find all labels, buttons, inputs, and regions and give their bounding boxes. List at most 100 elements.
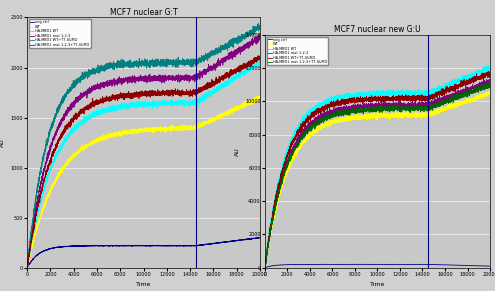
WT: [487, 91, 493, 94]
HA-MBD1 WT+T7-SUMO: [255, 22, 261, 25]
HA-MBD1 mut 1-2-3+T7-SUMO: [255, 54, 261, 57]
HA-MBD1 WT+T7-SUMO: [487, 73, 493, 76]
WT: [64, 160, 70, 164]
WT: [124, 128, 130, 132]
HA-MBD1 mut 1-2-3+T7-SUMO: [301, 136, 307, 140]
HA-MBD1 WT+T7-SUMO: [124, 62, 130, 66]
HA-MBD1 mut 1-2-3: [252, 37, 258, 41]
HA-MBD1 WT+T7-SUMO: [348, 99, 354, 103]
WT: [252, 100, 258, 103]
Y-axis label: AU: AU: [0, 138, 5, 147]
neg ctrl: [326, 262, 332, 266]
neg ctrl: [348, 263, 354, 266]
HA-MBD1 WT: [288, 141, 294, 145]
HA-MBD1 mut 1-2-3: [348, 108, 354, 111]
HA-MBD1 mut 1-2-3+T7-SUMO: [458, 95, 464, 99]
Line: HA-MBD1 mut 1-2-3: HA-MBD1 mut 1-2-3: [27, 34, 260, 269]
WT: [255, 94, 261, 98]
Line: HA-MBD1 mut 1-2-3+T7-SUMO: HA-MBD1 mut 1-2-3+T7-SUMO: [27, 56, 260, 268]
HA-MBD1 mut 1-2-3: [124, 79, 130, 82]
HA-MBD1 mut 1-2-3: [483, 82, 489, 85]
HA-MBD1 WT: [262, 267, 268, 270]
WT: [262, 265, 268, 269]
neg ctrl: [51, 246, 57, 250]
neg ctrl: [256, 236, 262, 239]
HA-MBD1 mut 1-2-3+T7-SUMO: [64, 124, 70, 128]
HA-MBD1 WT+T7-SUMO: [485, 70, 491, 73]
Line: HA-MBD1 mut 1-2-3: HA-MBD1 mut 1-2-3: [265, 79, 490, 269]
HA-MBD1 WT+T7-SUMO: [227, 40, 233, 43]
HA-MBD1 WT: [487, 67, 493, 71]
X-axis label: Time: Time: [136, 283, 151, 288]
HA-MBD1 mut 1-2-3: [24, 265, 30, 268]
neg ctrl: [458, 264, 464, 267]
HA-MBD1 WT+T7-SUMO: [358, 100, 364, 103]
HA-MBD1 WT: [51, 159, 57, 163]
neg ctrl: [487, 264, 493, 268]
WT: [227, 110, 233, 113]
HA-MBD1 WT+T7-SUMO: [483, 73, 489, 77]
HA-MBD1 mut 1-2-3+T7-SUMO: [124, 95, 130, 99]
neg ctrl: [227, 239, 233, 243]
HA-MBD1 WT: [64, 135, 70, 139]
HA-MBD1 mut 1-2-3: [458, 92, 464, 95]
HA-MBD1 mut 1-2-3+T7-SUMO: [252, 57, 258, 61]
HA-MBD1 WT+T7-SUMO: [458, 85, 464, 88]
Line: WT: WT: [265, 91, 490, 267]
HA-MBD1 mut 1-2-3: [227, 54, 233, 57]
neg ctrl: [252, 236, 258, 240]
HA-MBD1 mut 1-2-3: [487, 78, 493, 81]
HA-MBD1 mut 1-2-3: [487, 80, 493, 84]
HA-MBD1 WT: [301, 119, 307, 122]
HA-MBD1 WT: [113, 105, 119, 109]
HA-MBD1 mut 1-2-3: [257, 37, 263, 41]
HA-MBD1 mut 1-2-3+T7-SUMO: [485, 80, 491, 84]
WT: [301, 141, 307, 144]
HA-MBD1 mut 1-2-3+T7-SUMO: [51, 149, 57, 152]
HA-MBD1 WT: [486, 64, 492, 68]
neg ctrl: [262, 266, 268, 269]
Title: MCF7 nuclear new G:U: MCF7 nuclear new G:U: [334, 25, 421, 34]
HA-MBD1 mut 1-2-3: [113, 81, 119, 85]
neg ctrl: [24, 266, 30, 269]
HA-MBD1 mut 1-2-3+T7-SUMO: [262, 267, 268, 270]
Line: neg ctrl: neg ctrl: [27, 237, 260, 268]
WT: [358, 115, 364, 118]
neg ctrl: [358, 262, 364, 266]
HA-MBD1 WT+T7-SUMO: [65, 91, 71, 95]
HA-MBD1 WT: [358, 93, 364, 97]
HA-MBD1 mut 1-2-3: [256, 32, 262, 36]
HA-MBD1 WT: [458, 76, 464, 80]
HA-MBD1 mut 1-2-3+T7-SUMO: [288, 156, 294, 159]
HA-MBD1 WT+T7-SUMO: [257, 26, 263, 29]
HA-MBD1 WT+T7-SUMO: [252, 28, 258, 31]
HA-MBD1 mut 1-2-3: [51, 136, 57, 139]
WT: [483, 92, 489, 95]
neg ctrl: [124, 244, 130, 247]
HA-MBD1 WT: [257, 59, 263, 62]
Line: WT: WT: [27, 96, 260, 270]
Line: neg ctrl: neg ctrl: [265, 264, 490, 268]
Line: HA-MBD1 mut 1-2-3+T7-SUMO: HA-MBD1 mut 1-2-3+T7-SUMO: [265, 82, 490, 268]
HA-MBD1 WT+T7-SUMO: [301, 122, 307, 126]
HA-MBD1 WT: [257, 60, 263, 63]
HA-MBD1 mut 1-2-3: [262, 267, 268, 271]
WT: [51, 183, 57, 187]
neg ctrl: [301, 263, 307, 266]
WT: [288, 162, 294, 165]
WT: [262, 263, 268, 266]
Legend: neg ctrl, WT, HA-MBD1 WT, HA-MBD1 mut 1-2-3, HA-MBD1 WT+T7-SUMO, HA-MBD1 mut 1-2: neg ctrl, WT, HA-MBD1 WT, HA-MBD1 mut 1-…: [267, 37, 328, 65]
HA-MBD1 mut 1-2-3: [358, 106, 364, 110]
Legend: neg ctrl, WT, HA-MBD1 WT, HA-MBD1 mut 1-2-3, HA-MBD1 WT+T7-SUMO, HA-MBD1 mut 1-2: neg ctrl, WT, HA-MBD1 WT, HA-MBD1 mut 1-…: [29, 19, 91, 48]
HA-MBD1 mut 1-2-3: [65, 106, 71, 110]
HA-MBD1 WT+T7-SUMO: [262, 269, 268, 272]
WT: [24, 268, 30, 272]
HA-MBD1 WT+T7-SUMO: [24, 264, 30, 267]
HA-MBD1 mut 1-2-3+T7-SUMO: [348, 108, 354, 112]
Y-axis label: AU: AU: [235, 147, 240, 156]
WT: [487, 89, 493, 93]
Line: HA-MBD1 WT+T7-SUMO: HA-MBD1 WT+T7-SUMO: [265, 72, 490, 270]
HA-MBD1 WT: [24, 267, 30, 271]
HA-MBD1 mut 1-2-3+T7-SUMO: [24, 266, 30, 270]
HA-MBD1 mut 1-2-3+T7-SUMO: [483, 86, 489, 90]
